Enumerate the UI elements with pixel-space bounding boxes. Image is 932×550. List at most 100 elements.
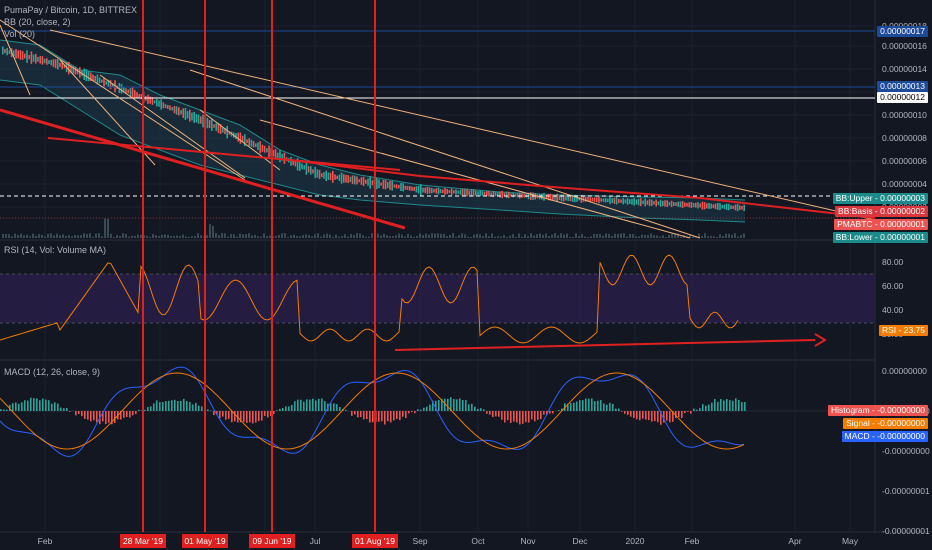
macd-histogram-bar — [234, 411, 236, 422]
price-tick-label: 0.00000016 — [882, 41, 927, 51]
candle — [549, 193, 552, 201]
candle — [90, 72, 92, 82]
macd-axis-tag: Signal - -0.00000000 — [843, 418, 928, 429]
volume-bar — [395, 235, 397, 238]
time-tick-label: 2020 — [626, 536, 645, 546]
candle — [404, 185, 407, 190]
candle — [349, 176, 352, 183]
candle — [514, 193, 517, 197]
volume-bar — [494, 236, 496, 238]
candle — [589, 197, 591, 202]
macd-histogram-bar — [450, 397, 452, 411]
macd-histogram-bar — [216, 411, 218, 416]
volume-bar — [134, 235, 136, 238]
volume-bar — [8, 234, 10, 238]
volume-bar — [569, 236, 571, 238]
volume-bar — [71, 236, 73, 238]
macd-histogram-bar — [405, 411, 407, 419]
candle — [541, 193, 543, 200]
bb-lower — [0, 79, 746, 223]
macd-histogram-bar — [651, 411, 653, 422]
volume-bar — [461, 233, 463, 238]
macd-histogram-bar — [705, 405, 707, 411]
legend-vol[interactable]: Vol (20) — [4, 29, 36, 39]
candle — [191, 112, 193, 121]
volume-bar — [266, 236, 268, 238]
volume-bar — [407, 233, 409, 238]
macd-histogram-bar — [525, 411, 527, 423]
candle — [695, 202, 697, 208]
volume-bar — [320, 236, 322, 238]
macd-histogram-bar — [45, 399, 47, 411]
candle — [717, 202, 719, 210]
candle — [607, 198, 609, 203]
macd-histogram-bar — [630, 411, 632, 417]
macd-histogram-bar — [285, 406, 287, 411]
candle — [131, 87, 134, 99]
candle — [615, 197, 618, 205]
time-tick-label: Jul — [310, 536, 321, 546]
candle — [431, 187, 433, 194]
rsi-tick-label: 60.00 — [882, 281, 904, 291]
candle — [103, 77, 105, 87]
candle — [228, 131, 231, 135]
volume-bar — [452, 233, 454, 238]
volume-bar — [389, 236, 391, 238]
candle — [422, 187, 424, 193]
candle — [112, 83, 114, 88]
volume-bar — [731, 234, 733, 238]
candle — [530, 192, 532, 200]
candle — [659, 199, 662, 207]
macd-histogram-bar — [588, 398, 590, 411]
candle — [547, 193, 550, 201]
macd-histogram-bar — [645, 411, 647, 420]
volume-bar — [347, 236, 349, 238]
macd-histogram-bar — [0, 409, 2, 411]
macd-histogram-bar — [369, 411, 371, 423]
volume-bar — [11, 236, 13, 238]
macd-legend[interactable]: MACD (12, 26, close, 9) — [4, 367, 101, 377]
macd-histogram-bar — [132, 411, 134, 416]
candle — [178, 107, 180, 116]
candle — [217, 123, 220, 133]
legend-symbol[interactable]: PumaPay / Bitcoin, 1D, BITTREX — [4, 5, 138, 15]
candle — [428, 187, 431, 194]
volume-bar — [485, 233, 487, 238]
candle — [109, 80, 112, 90]
macd-histogram-bar — [312, 398, 314, 411]
candle — [391, 180, 393, 191]
candle — [325, 170, 327, 182]
volume-bar — [671, 233, 673, 238]
volume-bar — [209, 224, 211, 238]
macd-histogram-bar — [183, 398, 185, 411]
volume-bar — [86, 234, 88, 238]
macd-histogram-bar — [378, 411, 380, 422]
candle — [681, 201, 684, 208]
price-axis-tag: BB:Upper - 0.00000003 — [832, 193, 928, 204]
rsi-legend[interactable]: RSI (14, Vol: Volume MA) — [4, 245, 107, 255]
macd-histogram-bar — [441, 398, 443, 411]
candle — [125, 88, 127, 93]
candle — [664, 200, 666, 207]
candle — [147, 94, 149, 104]
candle — [633, 198, 635, 206]
volume-bar — [89, 233, 91, 238]
rsi-panel — [0, 254, 875, 351]
volume-bar — [215, 233, 217, 238]
volume-bar — [326, 233, 328, 238]
legend-bb[interactable]: BB (20, close, 2) — [4, 17, 71, 27]
macd-histogram-bar — [177, 400, 179, 411]
volume-bar — [458, 235, 460, 238]
bb-upper — [0, 39, 746, 201]
candle — [472, 189, 475, 197]
volume-bar — [473, 234, 475, 238]
macd-histogram-bar — [291, 404, 293, 411]
orange-trendline — [259, 119, 691, 239]
vertical-marker-label-bg — [182, 534, 228, 548]
volume-bar — [68, 235, 70, 238]
volume-bar — [194, 235, 196, 238]
macd-histogram-bar — [489, 411, 491, 415]
volume-bar — [125, 233, 127, 238]
candle — [679, 201, 682, 208]
